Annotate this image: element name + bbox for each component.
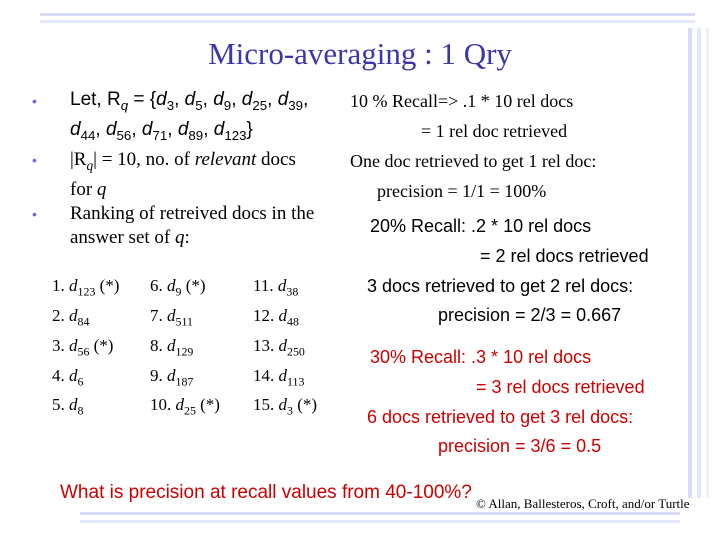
- bullet-text: = {: [128, 89, 157, 110]
- right-border-bar: [706, 28, 709, 498]
- recall-20-line1: 20% Recall: .2 * 10 rel docs: [370, 216, 592, 236]
- ranking-entry: 15. d3 (*): [253, 395, 318, 418]
- recall-10-line3: One doc retrieved to get 1 rel doc:: [350, 151, 597, 171]
- recall-10-line2: = 1 rel doc retrieved: [421, 121, 568, 141]
- slide-title: Micro-averaging : 1 Qry: [208, 36, 512, 71]
- bullet-relevant-set: Let, Rq = {d3, d5, d9, d25, d39, d44, d5…: [70, 89, 309, 143]
- top-border-bar: [40, 20, 695, 23]
- ranking-entry: 8. d129: [150, 336, 194, 359]
- recall-10-line1: 10 % Recall=> .1 * 10 rel docs: [350, 91, 574, 111]
- recall-30-line2: = 3 rel docs retrieved: [476, 377, 645, 397]
- ranking-entry: 2. d84: [52, 306, 90, 329]
- bullet-dot: •: [32, 93, 37, 109]
- ranking-entry: 12. d48: [253, 306, 299, 329]
- ranking-entry: 14. d113: [253, 366, 305, 389]
- recall-30-line3: 6 docs retrieved to get 3 rel docs:: [367, 407, 634, 427]
- bullet-relevant-count: |Rq| = 10, no. of relevant docs for q: [70, 149, 296, 200]
- recall-30-line4: precision = 3/6 = 0.5: [438, 436, 602, 456]
- ranking-entry: 11. d38: [253, 276, 299, 299]
- copyright-note: © Allan, Ballesteros, Croft, and/or Turt…: [476, 496, 690, 511]
- recall-20-line2: = 2 rel docs retrieved: [480, 246, 649, 266]
- bottom-border-bar: [80, 512, 680, 515]
- recall-20-line4: precision = 2/3 = 0.667: [438, 305, 622, 325]
- ranking-entry: 10. d25 (*): [150, 395, 220, 418]
- ranking-entry: 4. d6: [52, 366, 84, 389]
- ranking-entry: 13. d250: [253, 336, 305, 359]
- bottom-border-bar: [80, 520, 680, 523]
- subscript: q: [120, 97, 129, 113]
- right-border-bar: [697, 28, 701, 498]
- right-border-bar: [688, 28, 692, 498]
- ranking-entry: 7. d511: [150, 306, 193, 329]
- bullet-dot: •: [32, 206, 37, 222]
- bullet-dot: •: [32, 152, 37, 168]
- bullet-ranking: Ranking of retreived docs in the answer …: [70, 203, 315, 248]
- recall-30-line1: 30% Recall: .3 * 10 rel docs: [370, 347, 592, 367]
- top-border-bar: [40, 13, 695, 16]
- ranking-entry: 1. d123 (*): [52, 276, 120, 299]
- ranking-entry: 5. d8: [52, 395, 84, 418]
- question-text: What is precision at recall values from …: [60, 482, 472, 503]
- recall-10-line4: precision = 1/1 = 100%: [377, 181, 547, 201]
- recall-20-line3: 3 docs retrieved to get 2 rel docs:: [367, 276, 634, 296]
- ranking-entry: 6. d9 (*): [150, 276, 206, 299]
- bullet-text: Let, R: [70, 89, 121, 110]
- ranking-entry: 3. d56 (*): [52, 336, 114, 359]
- ranking-entry: 9. d187: [150, 366, 194, 389]
